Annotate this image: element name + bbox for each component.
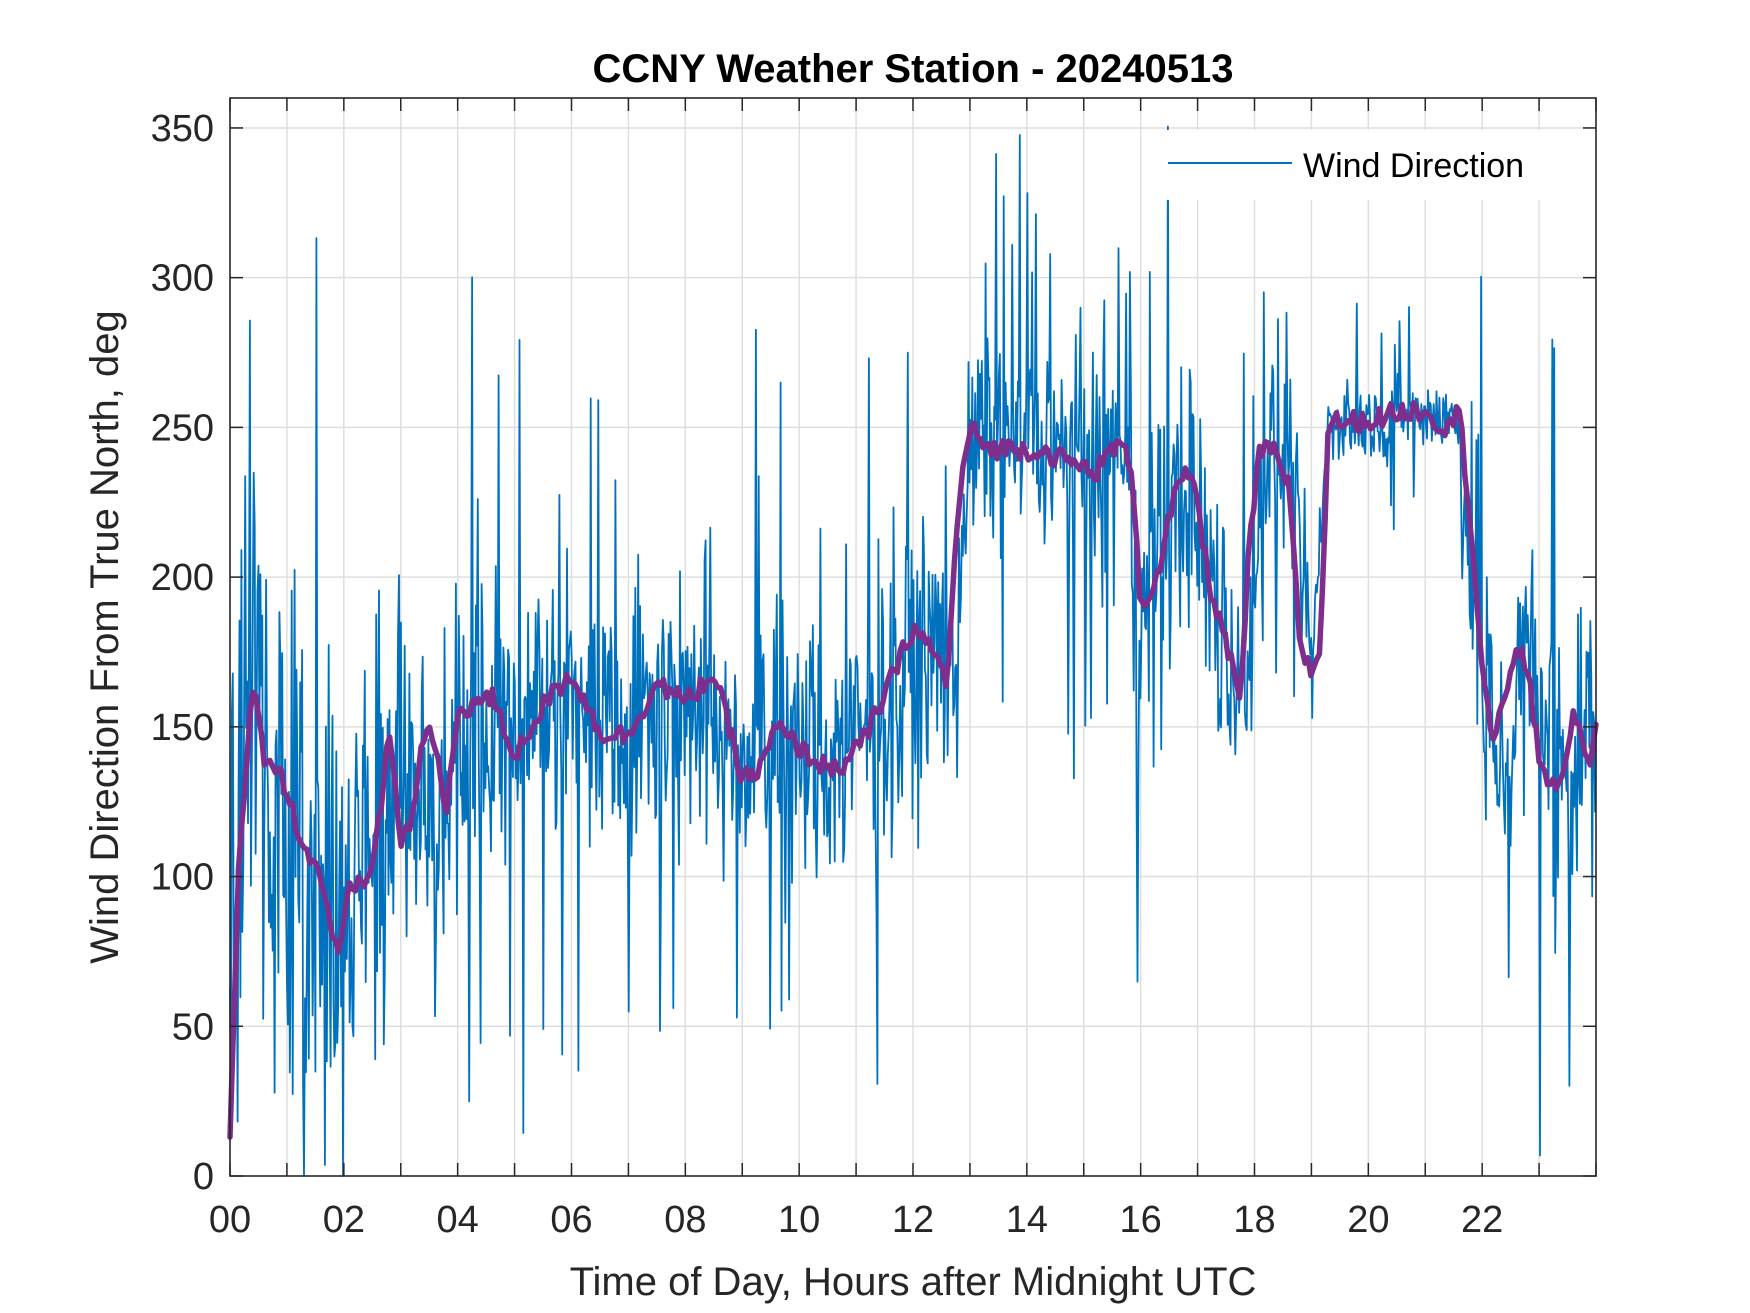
tick-marks: [229, 98, 1597, 1177]
legend-box: [1158, 130, 1558, 200]
series-line-wind-direction: [229, 125, 1597, 1177]
series-layer: [227, 125, 1599, 1177]
x-tick-label: 20: [1347, 1199, 1389, 1241]
y-tick-label: 50: [172, 1006, 214, 1048]
x-tick-label: 08: [664, 1199, 706, 1241]
chart-title: CCNY Weather Station - 20240513: [593, 47, 1234, 91]
x-tick-label: 22: [1461, 1199, 1503, 1241]
x-tick-label: 10: [778, 1199, 820, 1241]
y-tick-labels: 0 50 100 150 200 250 300 350: [151, 108, 214, 1198]
x-tick-label: 02: [323, 1199, 365, 1241]
y-tick-label: 250: [151, 407, 214, 449]
x-tick-label: 00: [209, 1199, 251, 1241]
y-tick-label: 100: [151, 857, 214, 899]
x-tick-label: 04: [437, 1199, 479, 1241]
legend-label-wind-direction: Wind Direction: [1303, 147, 1524, 185]
x-tick-label: 16: [1120, 1199, 1162, 1241]
series-line-smoothed: [227, 400, 1599, 1140]
x-tick-label: 14: [1006, 1199, 1048, 1241]
y-tick-label: 0: [193, 1156, 214, 1198]
y-tick-label: 300: [151, 258, 214, 300]
legend: Wind Direction: [1158, 130, 1558, 200]
x-tick-label: 18: [1233, 1199, 1275, 1241]
y-tick-label: 350: [151, 108, 214, 150]
x-axis-label: Time of Day, Hours after Midnight UTC: [570, 1260, 1257, 1304]
x-tick-labels: 00 02 04 06 08 10 12 14 16 18 20 22: [209, 1199, 1503, 1241]
x-tick-label: 06: [550, 1199, 592, 1241]
x-tick-label: 12: [892, 1199, 934, 1241]
y-tick-label: 200: [151, 557, 214, 599]
y-tick-label: 150: [151, 707, 214, 749]
y-axis-label: Wind Direction From True North, deg: [83, 310, 127, 964]
